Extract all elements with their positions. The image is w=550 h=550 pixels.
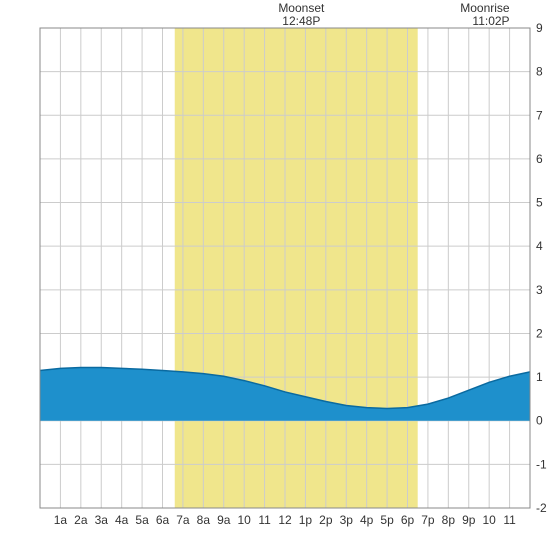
y-tick-label: 2 — [536, 326, 543, 340]
x-tick-label: 2p — [319, 513, 333, 527]
x-tick-label: 12 — [278, 513, 292, 527]
x-tick-label: 7p — [421, 513, 435, 527]
daylight-band — [175, 28, 418, 508]
x-tick-label: 6a — [156, 513, 170, 527]
x-tick-label: 5a — [135, 513, 149, 527]
x-tick-label: 3p — [340, 513, 354, 527]
x-tick-label: 1p — [299, 513, 313, 527]
y-tick-label: -2 — [536, 501, 547, 515]
y-tick-label: 1 — [536, 370, 543, 384]
moonrise-title: Moonrise — [460, 1, 510, 15]
moonset-title: Moonset — [278, 1, 325, 15]
y-tick-label: 8 — [536, 65, 543, 79]
y-tick-label: 4 — [536, 239, 543, 253]
x-tick-label: 8p — [442, 513, 456, 527]
x-tick-label: 9a — [217, 513, 231, 527]
y-tick-label: 9 — [536, 21, 543, 35]
x-tick-label: 7a — [176, 513, 190, 527]
x-tick-label: 5p — [380, 513, 394, 527]
x-tick-label: 2a — [74, 513, 88, 527]
x-tick-label: 9p — [462, 513, 476, 527]
y-tick-label: 5 — [536, 196, 543, 210]
y-tick-label: 7 — [536, 108, 543, 122]
y-tick-label: -1 — [536, 457, 547, 471]
x-tick-label: 4p — [360, 513, 374, 527]
x-tick-label: 10 — [482, 513, 496, 527]
y-tick-label: 0 — [536, 414, 543, 428]
tide-chart: -2-101234567891a2a3a4a5a6a7a8a9a1011121p… — [0, 0, 550, 550]
x-tick-label: 11 — [258, 513, 271, 527]
x-tick-label: 3a — [95, 513, 109, 527]
x-tick-label: 10 — [237, 513, 251, 527]
moonset-value: 12:48P — [282, 14, 320, 28]
x-tick-label: 6p — [401, 513, 415, 527]
chart-svg: -2-101234567891a2a3a4a5a6a7a8a9a1011121p… — [0, 0, 550, 550]
y-tick-label: 6 — [536, 152, 543, 166]
x-tick-label: 8a — [197, 513, 211, 527]
x-tick-label: 4a — [115, 513, 129, 527]
moonrise-value: 11:02P — [472, 14, 509, 28]
x-tick-label: 1a — [54, 513, 68, 527]
y-tick-label: 3 — [536, 283, 543, 297]
x-tick-label: 11 — [503, 513, 516, 527]
